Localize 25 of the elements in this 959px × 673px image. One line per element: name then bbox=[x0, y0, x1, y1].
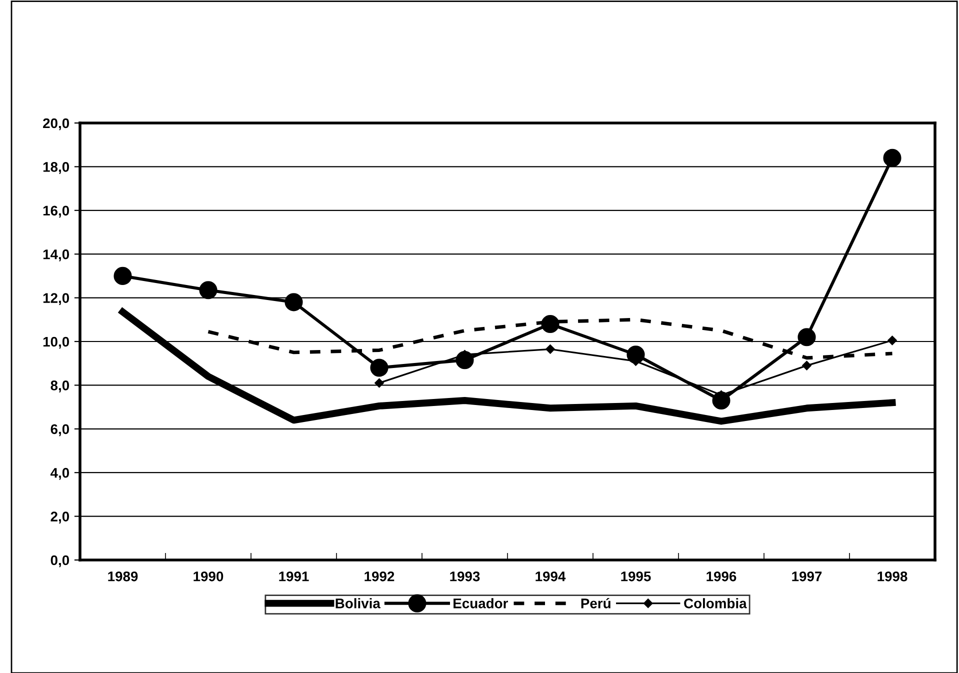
y-tick-label: 18,0 bbox=[43, 162, 70, 174]
x-tick-label: 1989 bbox=[108, 571, 138, 582]
y-tick-label: 12,0 bbox=[43, 293, 70, 305]
x-tick-label: 1990 bbox=[194, 571, 224, 582]
y-tick-label: 6,0 bbox=[50, 424, 70, 436]
legend-label: Perú bbox=[581, 598, 610, 608]
x-tick-label: 1993 bbox=[450, 571, 480, 582]
legend-label: Ecuador bbox=[454, 598, 508, 608]
x-tick-label: 1995 bbox=[621, 571, 651, 582]
y-tick-label: 4,0 bbox=[50, 468, 70, 480]
x-tick-label: 1994 bbox=[536, 571, 566, 582]
legend-label: Bolivia bbox=[336, 598, 380, 608]
y-tick-label: 0,0 bbox=[50, 555, 70, 568]
y-tick-label: 16,0 bbox=[43, 206, 70, 218]
y-tick-label: 2,0 bbox=[50, 512, 70, 524]
legend-label: Colombia bbox=[684, 598, 747, 608]
x-tick-label: 1991 bbox=[279, 571, 309, 582]
x-tick-label: 1997 bbox=[792, 571, 822, 582]
x-tick-label: 1996 bbox=[706, 571, 736, 582]
y-tick-label: 14,0 bbox=[43, 249, 70, 262]
x-tick-label: 1992 bbox=[364, 571, 394, 582]
y-tick-label: 10,0 bbox=[43, 336, 70, 349]
y-tick-label: 20,0 bbox=[43, 118, 70, 130]
y-tick-label: 8,0 bbox=[50, 380, 70, 392]
x-tick-label: 1998 bbox=[878, 571, 908, 582]
